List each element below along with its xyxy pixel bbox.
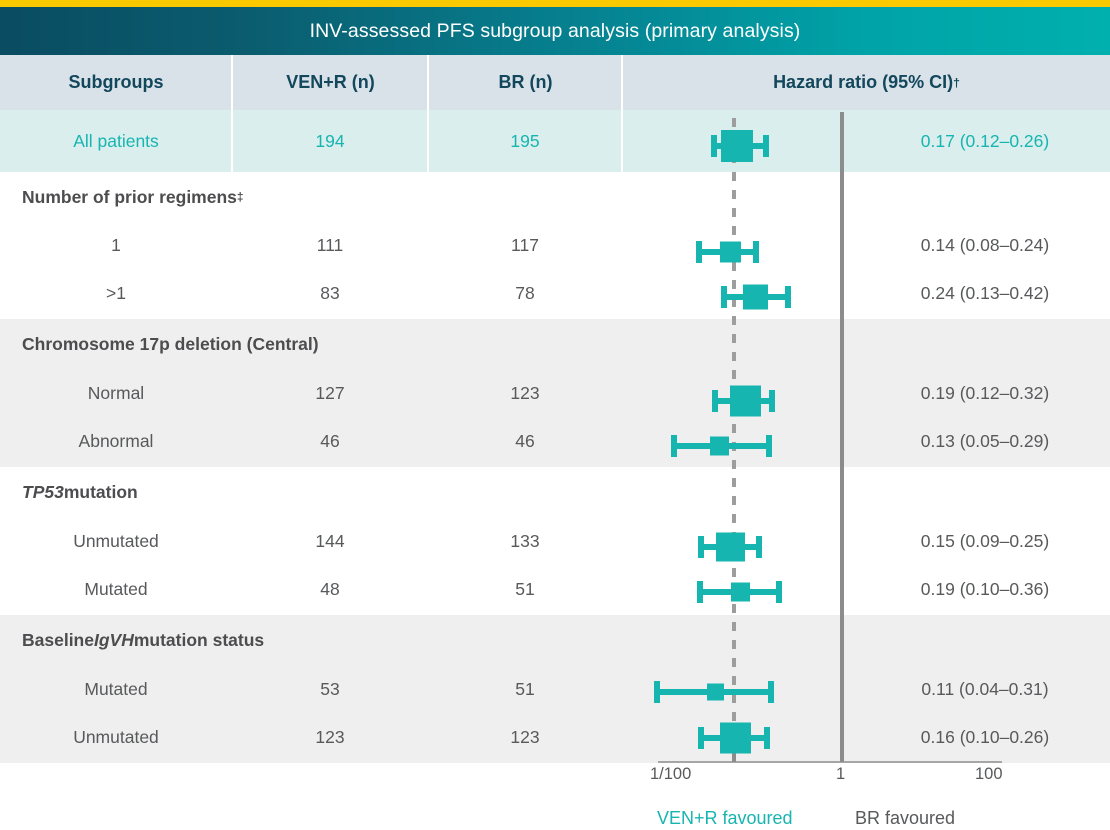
row-venr: 46 (320, 430, 340, 451)
column-header-hazard-ratio-text: Hazard ratio (95% CI) (773, 72, 954, 92)
table-row: Unmutated 123 123 0.16 (0.10–0.26) (0, 713, 1110, 761)
column-divider-2 (427, 55, 429, 110)
row-venr: 83 (320, 282, 340, 303)
section-heading-gene: TP53 (22, 482, 64, 502)
title-banner: INV-assessed PFS subgroup analysis (prim… (0, 7, 1110, 55)
table-row: 1 111 117 0.14 (0.08–0.24) (0, 222, 1110, 269)
row-all-patients: All patients 194 195 0.17 (0.12–0.26) (0, 110, 1110, 172)
row-venr: 127 (315, 383, 345, 403)
column-header-row: Subgroups VEN+R (n) BR (n) Hazard ratio … (0, 55, 1110, 110)
axis-tick-low: 1/100 (650, 765, 692, 783)
table-row: Normal 127 123 0.19 (0.12–0.32) (0, 370, 1110, 417)
row-label: >1 (106, 282, 126, 303)
all-row-divider-2 (427, 110, 429, 172)
row-venr: 53 (320, 679, 340, 699)
row-hr: 0.15 (0.09–0.25) (920, 531, 1050, 551)
all-patients-label: All patients (73, 130, 159, 151)
row-br: 78 (515, 282, 535, 303)
row-venr: 144 (315, 531, 345, 551)
row-venr: 48 (320, 578, 340, 599)
page-title: INV-assessed PFS subgroup analysis (prim… (309, 19, 801, 42)
section-heading-gene: IgVH (93, 630, 134, 650)
section-prior-regimens: Number of prior regimens ‡ 1 111 117 0.14… (0, 172, 1110, 319)
section-17p-deletion: Chromosome 17p deletion (Central) Normal… (0, 319, 1110, 467)
row-venr: 111 (316, 235, 344, 255)
column-header-venr: VEN+R (n) (286, 72, 375, 92)
column-header-br: BR (n) (498, 72, 553, 92)
all-patients-br: 195 (510, 130, 540, 151)
row-hr: 0.24 (0.13–0.42) (920, 282, 1050, 303)
column-divider-3 (621, 55, 623, 110)
section-heading-17p-deletion: Chromosome 17p deletion (Central) (22, 319, 319, 370)
hazard-ratio-dagger: † (953, 75, 960, 90)
row-hr: 0.16 (0.10–0.26) (920, 726, 1050, 747)
table-row: Mutated 53 51 0.11 (0.04–0.31) (0, 666, 1110, 713)
section-heading-tp53-mutation: TP53 mutation (22, 467, 138, 518)
row-label: Abnormal (78, 430, 154, 451)
row-br: 46 (515, 430, 535, 451)
row-venr: 123 (315, 726, 345, 747)
row-br: 117 (511, 235, 539, 255)
row-hr: 0.19 (0.12–0.32) (920, 383, 1050, 403)
section-heading-prefix: Baseline (22, 630, 94, 650)
all-patients-hr: 0.17 (0.12–0.26) (920, 130, 1050, 151)
section-heading-text: mutation (63, 482, 138, 502)
table-row: >1 83 78 0.24 (0.13–0.42) (0, 269, 1110, 317)
all-row-divider-1 (231, 110, 233, 172)
section-heading-igvh-mutation-status: Baseline IgVH mutation status (22, 615, 264, 666)
table-row: Mutated 48 51 0.19 (0.10–0.36) (0, 565, 1110, 613)
row-br: 123 (510, 383, 540, 403)
section-igvh-mutation-status: Baseline IgVH mutation status Mutated 53… (0, 615, 1110, 763)
all-row-divider-3 (621, 110, 623, 172)
section-heading-text: Number of prior regimens (22, 186, 237, 207)
row-br: 51 (515, 679, 535, 699)
row-label: Mutated (84, 578, 148, 599)
top-accent-bar (0, 0, 1110, 7)
section-heading-prior-regimens: Number of prior regimens ‡ (22, 172, 244, 222)
row-br: 133 (510, 531, 540, 551)
row-hr: 0.19 (0.10–0.36) (920, 578, 1050, 599)
section-tp53-mutation: TP53 mutation Unmutated 144 133 0.15 (0.… (0, 467, 1110, 615)
row-br: 51 (515, 578, 535, 599)
section-heading-text: mutation status (133, 630, 265, 650)
row-hr: 0.13 (0.05–0.29) (920, 430, 1050, 451)
row-label: Unmutated (73, 726, 159, 747)
section-heading-text: Chromosome 17p deletion (Central) (22, 334, 319, 354)
favour-label-br: BR favoured (855, 808, 956, 828)
row-hr: 0.14 (0.08–0.24) (920, 235, 1050, 255)
favour-label-venr: VEN+R favoured (657, 808, 793, 828)
row-label: 1 (111, 235, 121, 255)
column-divider-1 (231, 55, 233, 110)
row-label: Unmutated (73, 531, 159, 551)
column-header-subgroups: Subgroups (68, 72, 164, 92)
row-hr: 0.11 (0.04–0.31) (921, 679, 1049, 699)
axis-tick-high: 100 (975, 765, 1003, 783)
all-patients-venr: 194 (315, 130, 345, 151)
row-br: 123 (510, 726, 540, 747)
row-label: Mutated (84, 679, 148, 699)
section-heading-sup: ‡ (236, 190, 244, 204)
table-row: Abnormal 46 46 0.13 (0.05–0.29) (0, 417, 1110, 465)
row-label: Normal (87, 383, 145, 403)
table-row: Unmutated 144 133 0.15 (0.09–0.25) (0, 518, 1110, 565)
column-header-hazard-ratio: Hazard ratio (95% CI) † (623, 55, 1110, 110)
axis-tick-one: 1 (836, 765, 846, 783)
